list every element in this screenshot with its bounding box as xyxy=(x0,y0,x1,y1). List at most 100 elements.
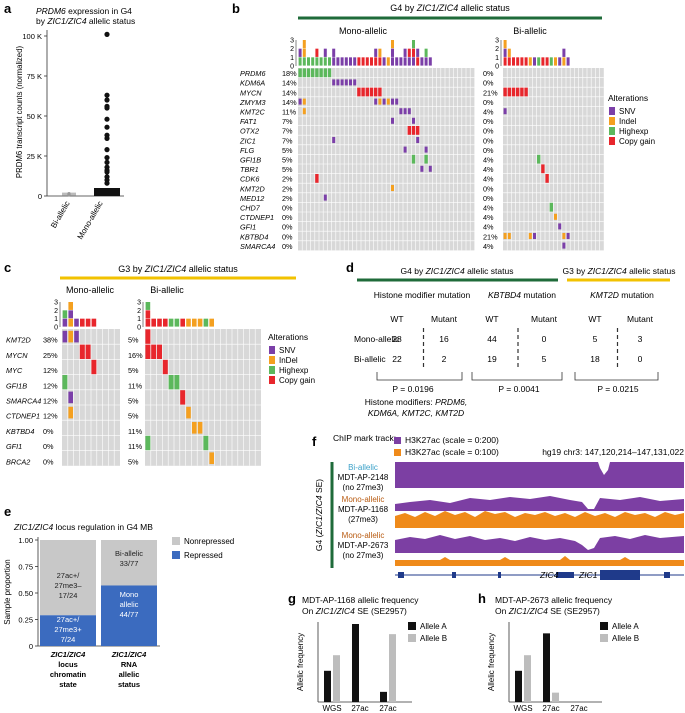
table-cell: 22 xyxy=(392,354,402,364)
count-bar-I xyxy=(209,318,214,327)
cell-H xyxy=(323,68,327,78)
bi-pct: 11% xyxy=(128,442,143,451)
mono-pct: 2% xyxy=(282,175,293,184)
cell-S xyxy=(323,194,327,201)
legend-label: Highexp xyxy=(619,127,649,136)
panel-f-sample1-label: Bi-allelic MDT-AP-2148 (no 27me3) xyxy=(338,463,389,492)
cell-H xyxy=(311,68,315,78)
panel-g-bar-allele-a xyxy=(324,670,331,702)
panel-g-bar-allele-a xyxy=(380,691,387,702)
cell-H xyxy=(424,154,428,164)
count-bar-H xyxy=(62,310,68,319)
count-bar-C xyxy=(357,57,361,66)
panel-d-row-bi: Bi-allelic xyxy=(354,354,386,364)
legend-swatch xyxy=(269,346,275,354)
panel-e-legend-repressed-swatch xyxy=(172,551,180,559)
cell-S xyxy=(298,98,302,105)
cell-C xyxy=(374,87,378,97)
cell-I xyxy=(302,98,306,105)
count-bar-S xyxy=(391,57,394,66)
cell-H xyxy=(203,435,209,451)
gene-label: CTDNEP1 xyxy=(240,213,274,222)
cell-I xyxy=(386,98,390,105)
count-bar-S xyxy=(416,48,420,57)
panel-e-ylabel: Sample proportion xyxy=(3,559,12,624)
cell-I xyxy=(391,185,394,191)
table-header-mutant: Mutant xyxy=(531,314,558,324)
panel-e-bar2-bot-label: Mono allelic 44/77 xyxy=(120,590,139,619)
panel-h-ylabel: Allelic frequency xyxy=(487,633,496,691)
count-bar-C xyxy=(520,57,524,66)
gene-label: ZMYM3 xyxy=(239,98,266,107)
panel-h-legend-a: Allele A xyxy=(612,622,639,631)
panel-e-bar2-top-label: Bi-allelic 33/77 xyxy=(115,549,143,568)
mono-pct: 14% xyxy=(282,79,297,88)
panel-b-group-bi: Bi-allelic xyxy=(513,26,547,36)
gene-label: CDK6 xyxy=(240,175,260,184)
panel-e-x1-l3: chromatin xyxy=(50,670,87,679)
gene-label: KMT2C xyxy=(240,108,265,117)
cell-I xyxy=(186,406,191,419)
count-bar-I xyxy=(186,318,191,327)
panel-d-contingency: G4 by ZIC1/ZIC4 allelic status G3 by ZIC… xyxy=(354,266,675,418)
panel-g-bar: MDT-AP-1168 allelic frequency On ZIC1/ZI… xyxy=(296,595,447,713)
count-bar-S xyxy=(336,57,340,66)
cell-I xyxy=(209,452,214,464)
count-bar-S xyxy=(374,48,378,57)
legend-label: Copy gain xyxy=(279,376,315,385)
cell-S xyxy=(382,98,386,105)
panel-f-legend-orange-swatch xyxy=(394,449,401,456)
count-bar-C xyxy=(412,48,415,57)
count-bar-C xyxy=(524,57,528,66)
panel-a-ytick-label: 25 K xyxy=(27,152,42,161)
count-bar-S xyxy=(62,318,68,327)
count-tick: 3 xyxy=(290,38,294,45)
panel-h-title: MDT-AP-2673 allelic frequency xyxy=(495,595,613,605)
count-bar-S xyxy=(562,48,566,57)
panel-e-xlabel-2: ZIC1/ZIC4 RNA allelic status xyxy=(111,650,147,689)
count-tick: 0 xyxy=(290,64,294,71)
count-bar-H xyxy=(537,57,541,66)
panel-d-footnote-2: KDM6A, KMT2C, KMT2D xyxy=(368,408,464,418)
panel-c-title: G3 by ZIC1/ZIC4 allelic status xyxy=(118,264,238,274)
bi-pct: 11% xyxy=(128,381,143,390)
bi-pct: 4% xyxy=(483,156,494,165)
table-header-wt: WT xyxy=(485,314,498,324)
count-bar-C xyxy=(145,318,151,327)
count-bar-I xyxy=(302,40,306,49)
panel-h-xlabel: WGS xyxy=(513,704,532,713)
panel-label-b: b xyxy=(232,1,240,16)
bi-pct: 0% xyxy=(483,69,494,78)
count-bar-S xyxy=(558,57,562,66)
cell-C xyxy=(157,344,162,359)
count-bar-S xyxy=(407,57,411,66)
gene-label: CHD7 xyxy=(240,204,261,213)
panel-a-xlabel-mono: Mono-allelic xyxy=(76,200,105,241)
mono-pct: 11% xyxy=(282,108,297,117)
count-bar-C xyxy=(378,57,382,66)
mono-pct: 5% xyxy=(282,146,293,155)
panel-g-xlabel: 27ac xyxy=(351,704,368,713)
panel-e-legend-nonrepressed: Nonrepressed xyxy=(184,537,234,546)
cell-S xyxy=(403,108,407,115)
panel-a-point-mono xyxy=(104,97,110,103)
cell-H xyxy=(302,68,306,78)
panel-g-bar-allele-b xyxy=(333,655,340,702)
cell-S xyxy=(412,117,415,124)
panel-label-a: a xyxy=(4,1,12,16)
panel-b-legend-title: Alterations xyxy=(608,93,648,103)
cell-H xyxy=(145,435,151,451)
count-bar-C xyxy=(365,57,369,66)
cell-I xyxy=(68,330,73,343)
table-bracket xyxy=(376,372,463,381)
cell-I xyxy=(554,213,557,220)
count-bar-S xyxy=(349,57,352,66)
panel-f-s3-status: Mono-allelic xyxy=(342,531,385,540)
count-bar-H xyxy=(319,57,323,66)
panel-f-coords: hg19 chr3: 147,120,214–147,131,022 xyxy=(542,447,684,457)
gene-label: PRDM6 xyxy=(240,69,266,78)
panel-g-legend-b-swatch xyxy=(408,634,416,642)
panel-g-legend-b: Allele B xyxy=(420,634,447,643)
panel-e-ytick-label: 0.50 xyxy=(18,589,33,598)
panel-h-subtitle: On ZIC1/ZIC4 SE (SE2957) xyxy=(495,606,600,616)
